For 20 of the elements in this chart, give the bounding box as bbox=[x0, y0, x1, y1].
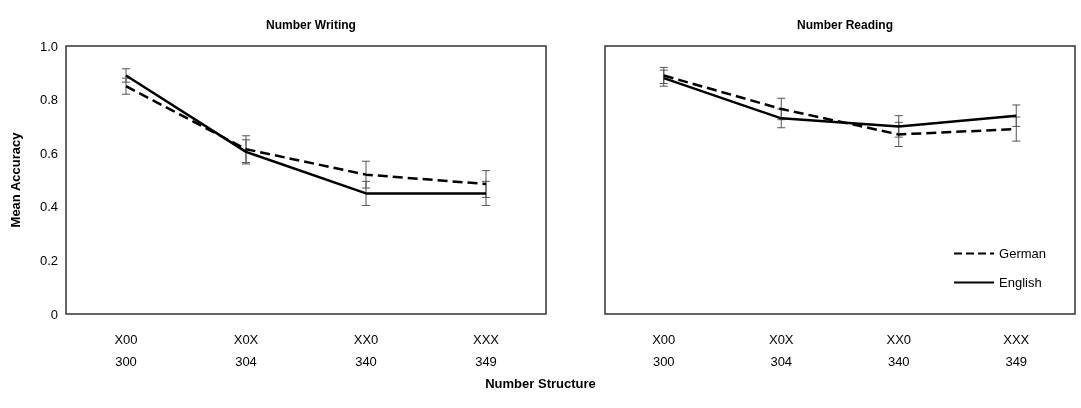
x-tick-label: XX0 340 bbox=[353, 331, 379, 369]
x-axis-title: Number Structure bbox=[484, 376, 597, 391]
x-tick-label: XX0 340 bbox=[886, 331, 912, 369]
legend-label: German bbox=[999, 246, 1047, 261]
chart-title: Number Reading bbox=[796, 18, 894, 32]
y-tick-label: 0 bbox=[50, 306, 58, 322]
x-tick-label: XXX 349 bbox=[472, 331, 500, 369]
x-tick-label: XXX 349 bbox=[1003, 331, 1030, 369]
y-tick-label: 0.2 bbox=[39, 252, 58, 268]
y-tick-label: 1.0 bbox=[39, 38, 58, 54]
x-tick-label: X0X 304 bbox=[768, 331, 794, 369]
legend-label: English bbox=[999, 275, 1042, 290]
y-tick-label: 0.8 bbox=[39, 92, 58, 108]
x-tick-label: X00 300 bbox=[652, 331, 676, 369]
y-axis-title: Mean Accuracy bbox=[8, 131, 23, 228]
x-tick-label: X0X 304 bbox=[233, 331, 259, 369]
x-tick-label: X00 300 bbox=[114, 331, 138, 369]
chart-title: Number Writing bbox=[266, 18, 356, 32]
y-tick-label: 0.6 bbox=[39, 145, 58, 161]
y-tick-label: 0.4 bbox=[39, 199, 58, 215]
